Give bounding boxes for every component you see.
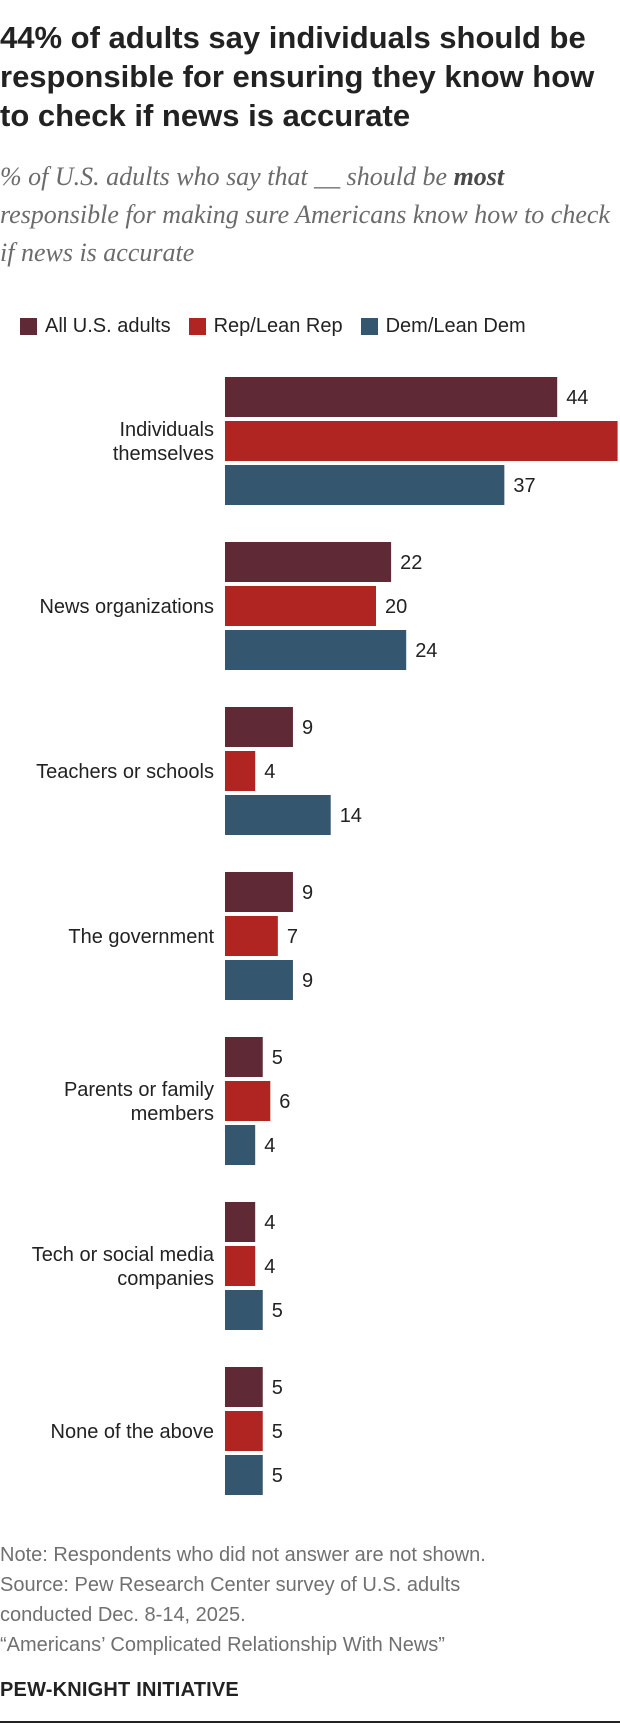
legend-item: Rep/Lean Rep (188, 314, 343, 338)
value-label: 24 (415, 640, 437, 662)
value-label: 22 (400, 552, 422, 574)
bar (225, 377, 558, 417)
value-label: 4 (264, 1135, 275, 1157)
legend-swatch (20, 317, 37, 335)
value-label: 14 (340, 805, 362, 827)
bar-chart: Individualsthemselves445237News organiza… (32, 377, 618, 1495)
category-label: Teachers or schools (36, 761, 214, 783)
category-label: News organizations (39, 596, 214, 618)
subtitle-text-end: responsible for making sure Americans kn… (0, 200, 610, 267)
value-label: 5 (272, 1465, 283, 1487)
bar (225, 1125, 256, 1165)
legend-label: Rep/Lean Rep (213, 314, 343, 337)
value-label: 9 (302, 717, 313, 739)
category-label: None of the above (51, 1421, 214, 1443)
source-text-line-2: conducted Dec. 8-14, 2025. (0, 1604, 246, 1626)
bar (225, 542, 392, 582)
bar (225, 1202, 256, 1242)
bar (225, 916, 278, 956)
bar (225, 1037, 263, 1077)
bar (225, 1367, 263, 1407)
value-label: 5 (272, 1300, 283, 1322)
source-text-line-1: Source: Pew Research Center survey of U.… (0, 1574, 461, 1596)
chart-footnotes: Note: Respondents who did not answer are… (0, 1540, 618, 1660)
note-text: Note: Respondents who did not answer are… (0, 1544, 486, 1566)
bar (225, 586, 376, 626)
value-label: 4 (264, 1256, 275, 1278)
value-label: 44 (566, 387, 588, 409)
category-label: Tech or social media companies (32, 1244, 215, 1290)
chart-subtitle: % of U.S. adults who say that __ should … (0, 158, 618, 272)
report-title: “Americans’ Complicated Relationship Wit… (0, 1634, 445, 1656)
bar (225, 630, 407, 670)
subtitle-text-start: % of U.S. adults who say that __ should … (0, 162, 454, 191)
value-label: 4 (264, 1212, 275, 1234)
bar (225, 1290, 263, 1330)
value-label: 5 (272, 1421, 283, 1443)
bar (225, 795, 331, 835)
value-label: 37 (513, 475, 535, 497)
value-label: 20 (385, 596, 407, 618)
brand-name: PEW-KNIGHT INITIATIVE (0, 1679, 239, 1701)
bar (225, 1411, 263, 1451)
bottom-rule (0, 1721, 620, 1723)
value-label: 7 (287, 926, 298, 948)
legend-swatch (360, 317, 378, 335)
value-label: 6 (279, 1091, 290, 1113)
legend-label: Dem/Lean Dem (385, 314, 526, 337)
legend-item: All U.S. adults (20, 315, 171, 338)
bar (225, 751, 256, 791)
value-label: 9 (302, 970, 313, 992)
value-label: 5 (272, 1377, 283, 1399)
bar (225, 1081, 271, 1121)
value-label: 4 (264, 761, 275, 783)
category-label: The government (68, 926, 214, 948)
bar (225, 872, 293, 912)
category-label: Individuals themselves (113, 419, 214, 465)
bar (225, 465, 505, 505)
legend-item: Dem/Lean Dem (360, 314, 526, 338)
legend-label: All U.S. adults (45, 314, 171, 337)
subtitle-emphasis: most (453, 162, 505, 191)
bar (225, 1455, 263, 1495)
value-label: 5 (272, 1047, 283, 1069)
bar (225, 707, 293, 747)
chart-title: 44% of adults say individuals should be … (0, 20, 595, 133)
bar (225, 1246, 256, 1286)
chart-legend: All U.S. adults Rep/Lean Rep Dem/Lean Dem (20, 313, 544, 339)
bar (225, 421, 618, 461)
bar (225, 960, 293, 1000)
value-label: 9 (302, 882, 313, 904)
category-label: Parents or family members (64, 1079, 214, 1125)
legend-swatch (188, 317, 206, 335)
